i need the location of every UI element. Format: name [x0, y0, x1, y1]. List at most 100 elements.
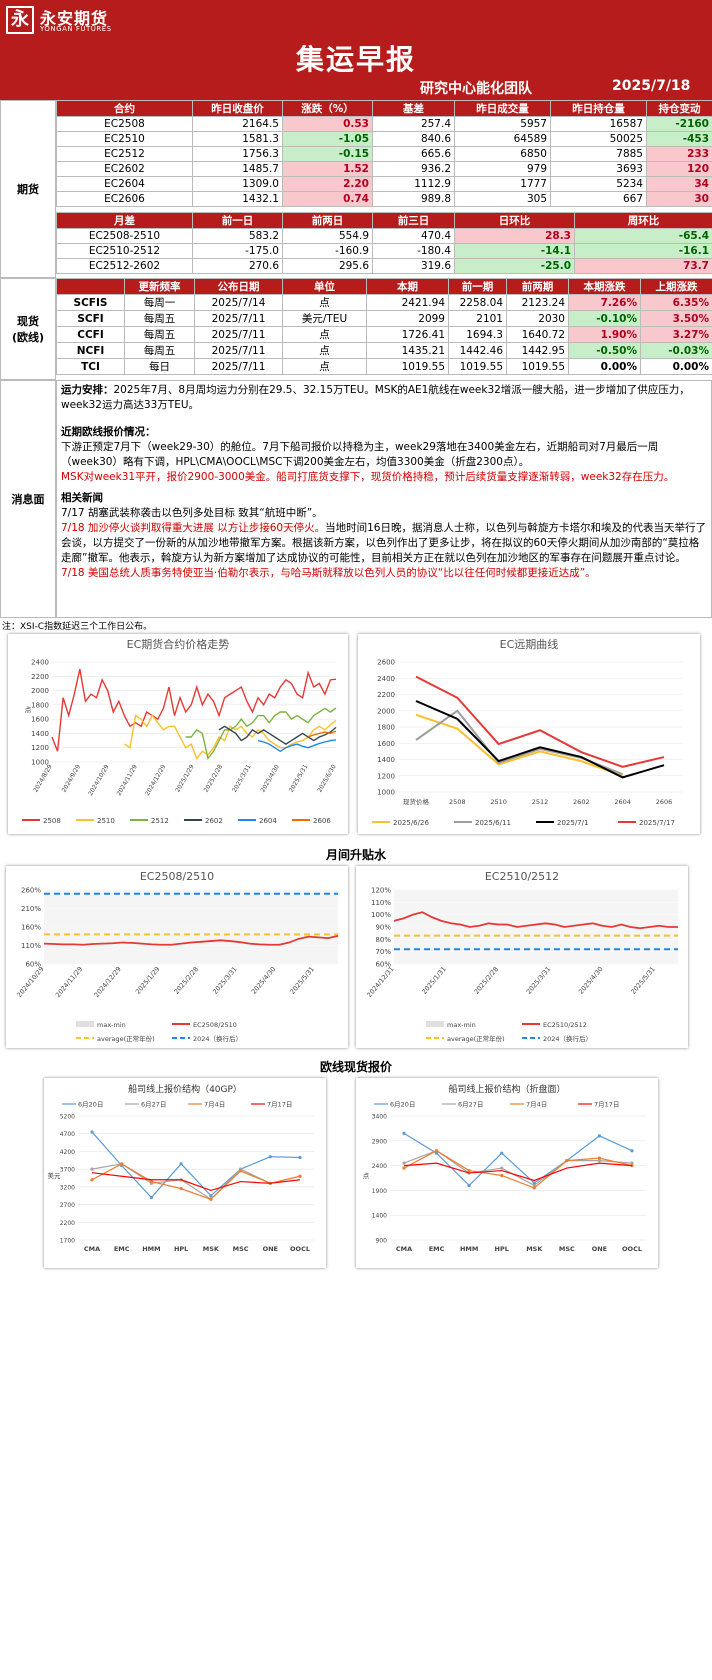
series-line [403, 1162, 633, 1182]
legend-label: max-min [447, 1021, 476, 1029]
y-tick-label: 2000 [31, 687, 49, 695]
x-tick-label: 2025/5/31 [288, 763, 310, 793]
spread-header-2: 前两日 [282, 212, 373, 229]
x-tick-label: 2024/8/29 [32, 763, 54, 793]
futures-row: EC2606 1432.1 0.74 989.8 305 667 30 [56, 191, 712, 207]
y-tick-label: 2400 [377, 675, 395, 683]
x-tick-label: 2025/1/31 [420, 965, 448, 996]
spot-cell: 1.90% [568, 326, 641, 343]
futures-cell: 1.52 [282, 161, 373, 177]
futures-cell: 233 [646, 146, 712, 162]
spot-cell: 1442.46 [448, 342, 507, 359]
x-tick-label: 2025/1/29 [134, 965, 162, 996]
futures-cell: -453 [646, 131, 712, 147]
spread-cell: 270.6 [192, 258, 283, 274]
quote-title: 近期欧线报价情况： [61, 426, 156, 438]
x-tick-label: 2024/9/29 [61, 763, 83, 793]
spread-cell: 295.6 [282, 258, 373, 274]
chart-title: 船司线上报价结构（40GP） [128, 1083, 242, 1095]
series-marker [532, 1183, 536, 1188]
spread-header-1: 前一日 [192, 212, 283, 229]
y-tick-label: 2400 [372, 1163, 387, 1170]
ec2508-2510-chart: EC2508/2510 260% 210% 160% 110% 60%2024/10/29… [6, 866, 348, 1048]
y-tick-label: 3400 [372, 1114, 387, 1121]
related-news-title: 相关新闻 [61, 492, 103, 504]
y-tick-label: 3200 [60, 1184, 75, 1191]
series-marker [402, 1166, 406, 1170]
y-tick-label: 3700 [60, 1167, 75, 1174]
series-marker [565, 1159, 569, 1163]
x-category-label: 2604 [614, 798, 631, 806]
futures-cell: 1112.9 [372, 176, 455, 192]
y-tick-label: 60% [25, 961, 41, 969]
y-tick-label: 1200 [31, 744, 49, 752]
spot-cell: 1442.95 [506, 342, 569, 359]
x-tick-label: 2025/2/28 [173, 965, 201, 996]
legend-label: 2024（换行后） [543, 1034, 592, 1043]
spot-section-label-line2: (欧线) [11, 331, 45, 344]
spot-cell: 美元/TEU [282, 310, 367, 327]
series-marker [434, 1151, 439, 1155]
futures-header-3: 基差 [372, 100, 455, 117]
spot-section-label: 现货 (欧线) [0, 278, 56, 380]
y-tick-label: 110% [21, 942, 41, 950]
futures-cell: EC2508 [56, 116, 193, 132]
x-tick-label: 2025/2/28 [472, 965, 500, 996]
y-tick-label: 4200 [60, 1149, 75, 1156]
x-tick-label: 2025/4/30 [577, 965, 605, 996]
futures-cell: -2160 [646, 116, 712, 132]
series-marker [179, 1162, 183, 1166]
spot-cell: 每周五 [124, 342, 195, 359]
ec-futures-price-chart: EC期货合约价格走势 2400 2200 2000 1800 1600 1400 1200 10… [8, 634, 348, 834]
spread-section-title: 月间升贴水 [325, 848, 386, 862]
x-tick-label: 2024/11/29 [116, 763, 139, 797]
spot-cell: 7.26% [568, 294, 641, 311]
spot-cell: -0.10% [568, 310, 641, 327]
y-tick-label: 1400 [372, 1213, 387, 1220]
spot-cell: 3.27% [640, 326, 712, 343]
y-tick-label: 1600 [31, 716, 49, 724]
spot-header-7: 本期涨跌 [568, 278, 641, 295]
spot-cell: 2025/7/11 [194, 326, 283, 343]
series-marker [532, 1186, 536, 1190]
spot-cell: SCFI [56, 310, 125, 327]
ec-forward-curve-chart: EC远期曲线 2600 2400 2200 2000 1800 1600 1400 1200 10… [358, 634, 700, 834]
series-marker [630, 1149, 634, 1153]
futures-cell: 979 [454, 161, 551, 177]
spread-cell: EC2508-2510 [56, 228, 193, 244]
spot-cell: 点 [282, 326, 367, 343]
x-tick-label: 2024/12/29 [93, 965, 123, 999]
legend-label: max-min [97, 1021, 126, 1029]
legend-label: 2604 [259, 817, 277, 825]
x-tick-label: 2025/2/28 [203, 763, 225, 793]
x-category-label: EMC [429, 1245, 445, 1253]
series-marker [467, 1168, 471, 1173]
y-tick-label: 120% [371, 887, 391, 895]
spot-cell: 2123.24 [506, 294, 569, 311]
y-tick-label: 2400 [31, 659, 49, 667]
futures-cell: 7885 [550, 146, 647, 162]
y-tick-label: 260% [21, 887, 41, 895]
series-line [91, 1172, 301, 1192]
spot-cell: -0.50% [568, 342, 641, 359]
legend-label: 2512 [151, 817, 169, 825]
news-item-2-headline: 7/18 加沙停火谈判取得重大进展 以方让步接60天停火。 [61, 522, 326, 534]
series-line [257, 739, 337, 753]
legend-label: EC2508/2510 [193, 1021, 237, 1029]
spot-row: CCFI 每周五 2025/7/11 点 1726.41 1694.3 1640.72 1.9… [56, 326, 712, 343]
spot-header-3: 单位 [282, 278, 367, 295]
spot-cell: 2258.04 [448, 294, 507, 311]
futures-cell: 665.6 [372, 146, 455, 162]
spread-cell: -180.4 [372, 243, 455, 259]
futures-cell: 257.4 [372, 116, 455, 132]
x-tick-label: 2024/10/29 [15, 965, 45, 999]
spot-header-0: 指数 [56, 278, 125, 295]
futures-cell: -1.05 [282, 131, 373, 147]
spot-header-8: 上期涨跌 [640, 278, 712, 295]
logo-text-en: YONGAN FUTURES [40, 25, 112, 33]
x-category-label: OOCL [622, 1245, 642, 1253]
futures-header-1: 昨日收盘价 [192, 100, 283, 117]
futures-cell: 840.6 [372, 131, 455, 147]
spread-row: EC2510-2512 -175.0 -160.9 -180.4 -14.1 -16.1 [56, 243, 712, 259]
spot-cell: 1019.55 [506, 358, 569, 375]
